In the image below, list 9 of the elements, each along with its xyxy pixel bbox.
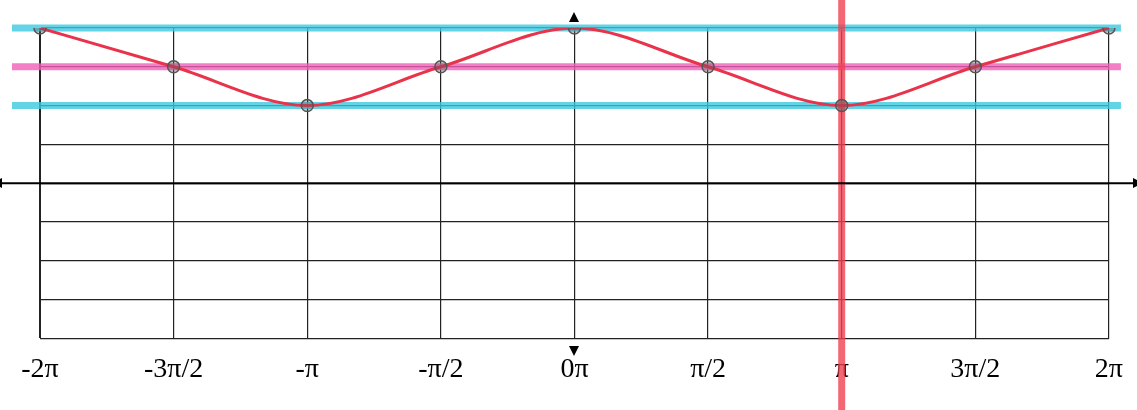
- x-tick-label: π: [834, 351, 849, 383]
- x-tick-label: π/2: [690, 351, 727, 383]
- x-tick-label: 0π: [560, 351, 589, 383]
- x-tick-label: -3π/2: [143, 351, 204, 383]
- x-tick-label: 3π/2: [950, 351, 1001, 383]
- x-tick-label: 2π: [1094, 351, 1123, 383]
- x-tick-label: -π: [295, 351, 319, 383]
- x-tick-label: -π/2: [418, 351, 464, 383]
- x-tick-label: -2π: [21, 351, 59, 383]
